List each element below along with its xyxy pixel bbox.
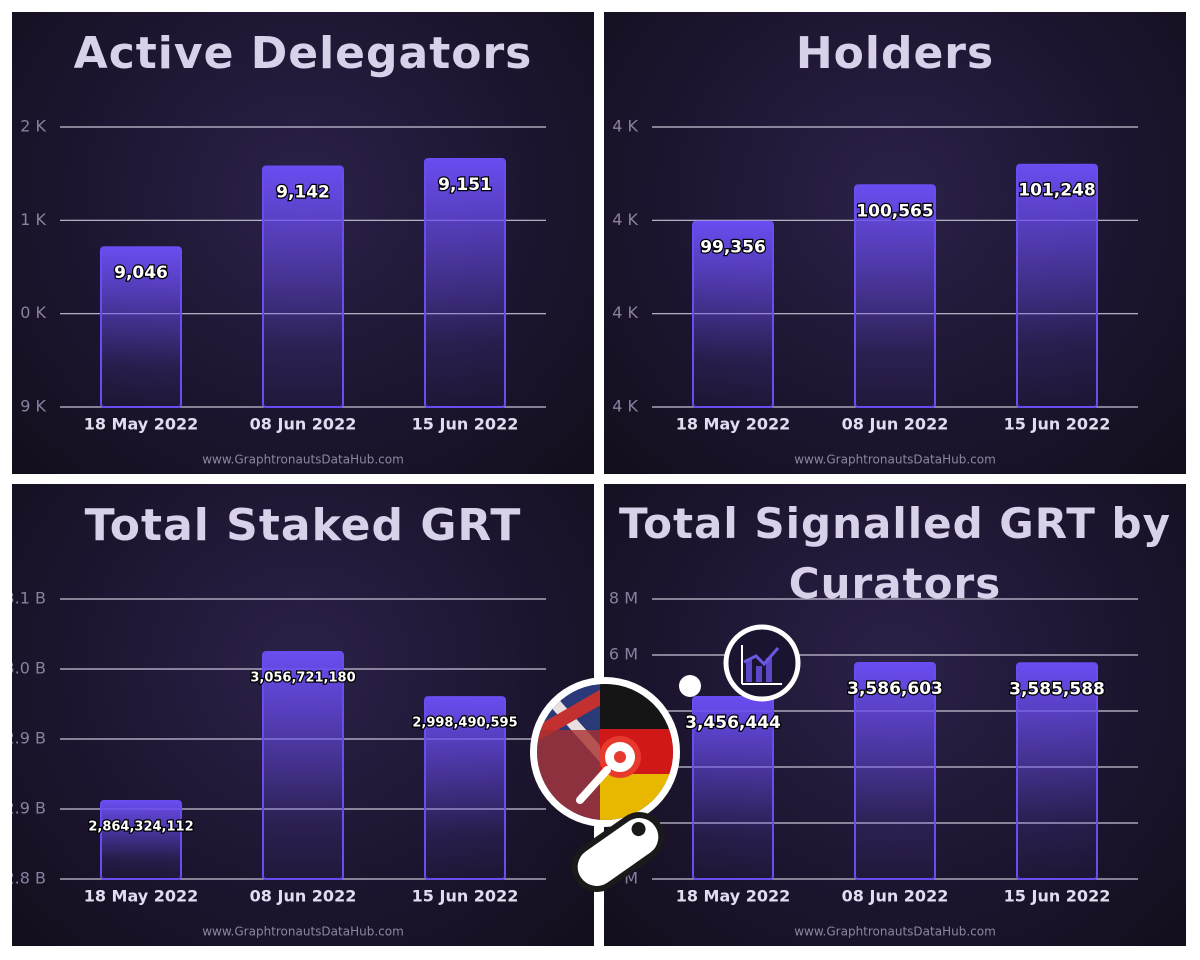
panel: Holders 4 K 4 K 4 K 4 K 99,356 18 May 2022 100,… (604, 12, 1186, 474)
bar (424, 157, 506, 408)
y-tick-label: 4 K (612, 303, 638, 322)
data-label: 9,142 (276, 183, 330, 203)
bar (854, 184, 936, 408)
data-label: 9,151 (438, 175, 492, 195)
watermark: www.GraphtronautsDataHub.com (202, 453, 404, 467)
watermark: www.GraphtronautsDataHub.com (794, 453, 996, 467)
x-tick-label: 08 Jun 2022 (250, 887, 357, 906)
y-tick-label: 4 K (612, 397, 638, 416)
chart-title: Total Signalled GRT by Curators (619, 499, 1171, 608)
data-label: 3,456,444 (685, 713, 781, 733)
y-tick-label: 4 M (609, 701, 638, 720)
x-tick-label: 15 Jun 2022 (412, 415, 519, 434)
bar (1016, 662, 1098, 880)
x-tick-label: 08 Jun 2022 (250, 415, 357, 434)
y-tick-label: 3.0 B (12, 659, 46, 678)
x-tick-label: 15 Jun 2022 (1004, 887, 1111, 906)
x-tick-label: 18 May 2022 (84, 415, 199, 434)
chart: 9 K 0 K 1 K 2 K 9,046 18 May 2022 9,142 08 Jun … (20, 117, 546, 467)
bar (424, 696, 506, 880)
bar (262, 651, 344, 880)
bar (100, 800, 182, 881)
bar (1016, 163, 1098, 408)
x-tick-label: 08 Jun 2022 (842, 415, 949, 434)
chart-title: Total Staked GRT (84, 500, 522, 551)
y-tick-label: 2.9 B (12, 799, 46, 818)
watermark: www.GraphtronautsDataHub.com (794, 925, 996, 939)
y-tick-label: 0 K (20, 303, 46, 322)
data-label: 100,565 (856, 201, 933, 221)
y-tick-label: 8 M (609, 589, 638, 608)
y-tick-label: 2 K (20, 117, 46, 136)
x-tick-label: 08 Jun 2022 (842, 887, 949, 906)
y-tick-label: 6 M (609, 645, 638, 664)
y-tick-label: 0 M (609, 813, 638, 832)
watermark: www.GraphtronautsDataHub.com (202, 925, 404, 939)
data-label: 3,585,588 (1009, 679, 1105, 699)
bar (262, 165, 344, 408)
chart-title: Holders (795, 28, 995, 79)
x-tick-label: 15 Jun 2022 (1004, 415, 1111, 434)
panel: Active Delegators 9 K 0 K 1 K 2 K 9,046 18 May… (12, 12, 594, 474)
y-tick-label: 2.9 B (12, 729, 46, 748)
x-tick-label: 18 May 2022 (84, 887, 199, 906)
y-tick-label: 2.8 B (12, 869, 46, 888)
data-label: 2,998,490,595 (412, 716, 517, 731)
chart: 8 M 0 M 2 M 4 M 6 M 8 M 3,456,444 18 May 2022 3,… (609, 589, 1138, 939)
y-tick-label: 3.1 B (12, 589, 46, 608)
y-tick-label: 2 M (609, 757, 638, 776)
x-tick-label: 18 May 2022 (676, 415, 791, 434)
bar (692, 220, 774, 408)
data-label: 2,864,324,112 (88, 820, 193, 835)
data-label: 101,248 (1018, 181, 1095, 201)
data-label: 99,356 (700, 238, 766, 258)
panel: Total Staked GRT 2.8 B 2.9 B 2.9 B 3.0 B 3.1 … (12, 484, 594, 946)
bar (854, 661, 936, 880)
y-tick-label: 4 K (612, 210, 638, 229)
chart: 4 K 4 K 4 K 4 K 99,356 18 May 2022 100,565 08 J… (612, 117, 1138, 467)
data-label: 3,586,603 (847, 679, 943, 699)
x-tick-label: 15 Jun 2022 (412, 887, 519, 906)
y-tick-label: 8 M (609, 869, 638, 888)
chart: 2.8 B 2.9 B 2.9 B 3.0 B 3.1 B 2,864,324,112 18… (12, 589, 546, 939)
data-label: 9,046 (114, 263, 168, 283)
chart-title: Active Delegators (73, 28, 533, 79)
y-tick-label: 4 K (612, 117, 638, 136)
data-label: 3,056,721,180 (250, 671, 355, 686)
y-tick-label: 1 K (20, 210, 46, 229)
y-tick-label: 9 K (20, 397, 46, 416)
x-tick-label: 18 May 2022 (676, 887, 791, 906)
bar (100, 246, 182, 408)
